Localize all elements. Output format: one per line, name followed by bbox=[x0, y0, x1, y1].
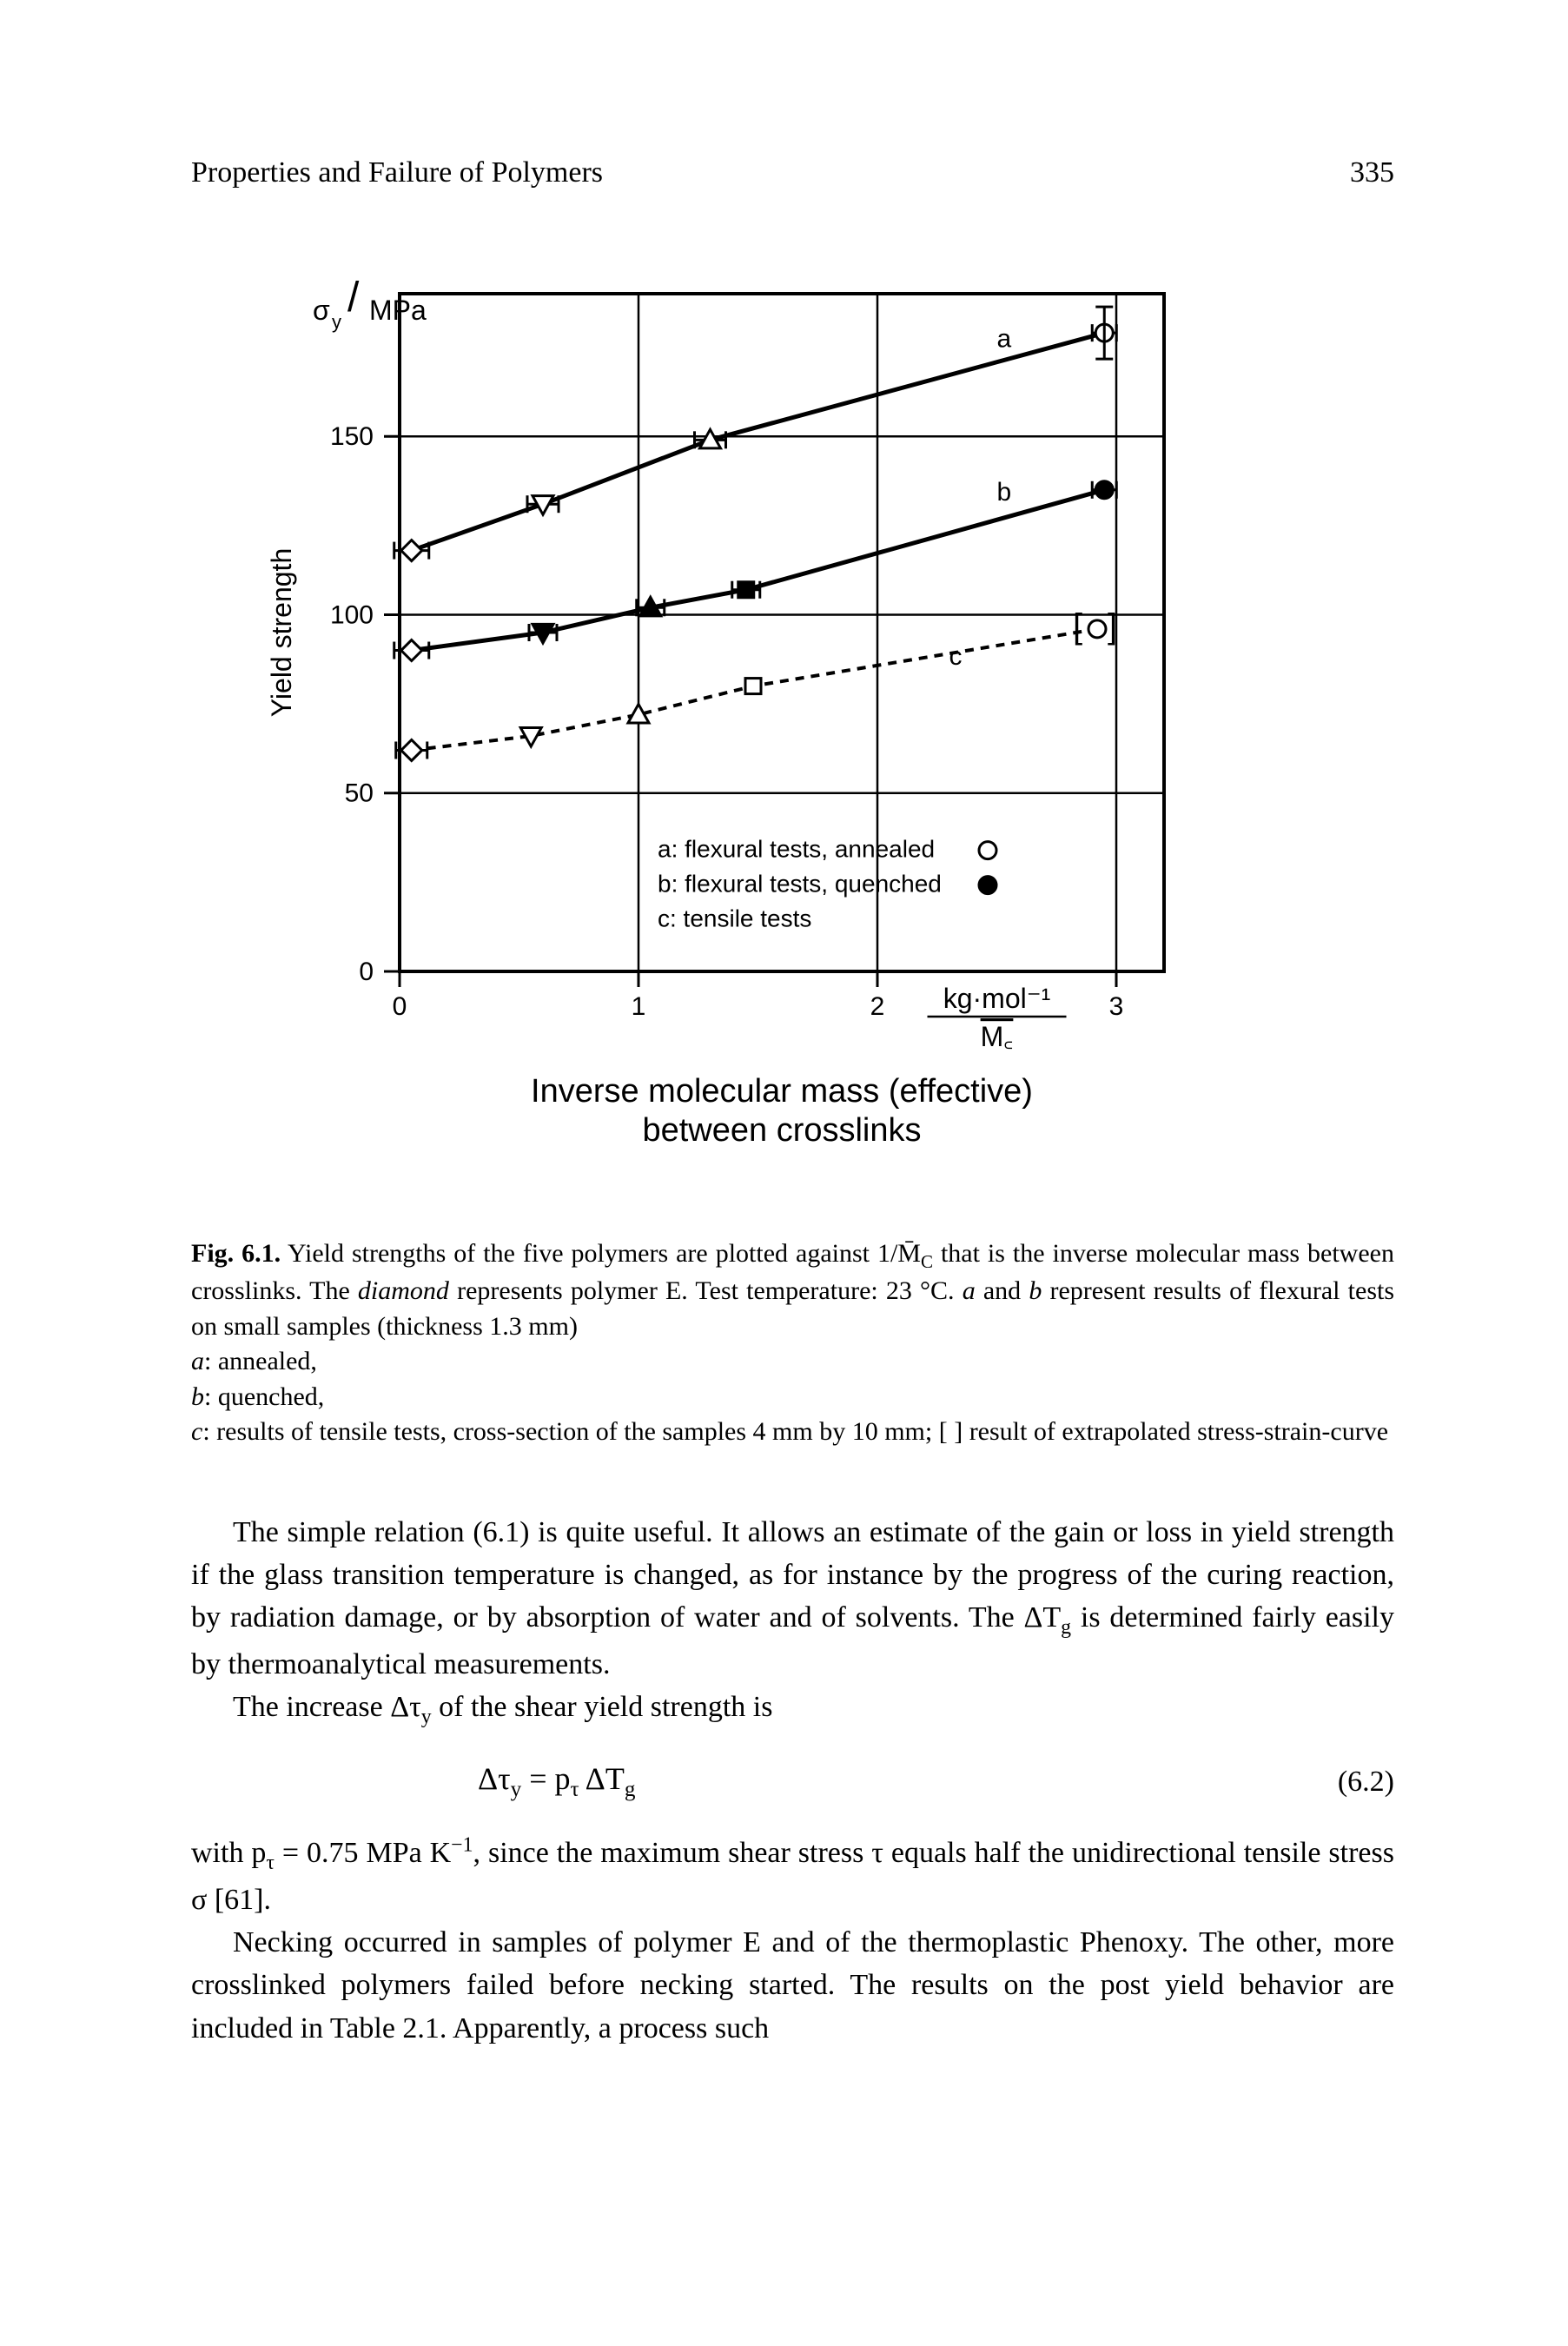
paragraph-1: The simple relation (6.1) is quite usefu… bbox=[191, 1511, 1394, 1686]
svg-text:/: / bbox=[347, 275, 360, 321]
svg-text:3: 3 bbox=[1109, 992, 1124, 1021]
page-header: Properties and Failure of Polymers 335 bbox=[191, 156, 1394, 189]
svg-text:150: 150 bbox=[330, 422, 374, 451]
svg-text:50: 50 bbox=[345, 779, 374, 808]
svg-text:Inverse molecular mass (effect: Inverse molecular mass (effective) bbox=[531, 1073, 1033, 1110]
running-head: Properties and Failure of Polymers bbox=[191, 156, 603, 189]
svg-text:MPa: MPa bbox=[369, 295, 427, 326]
svg-text:Yield strength: Yield strength bbox=[266, 548, 297, 717]
svg-text:y: y bbox=[332, 311, 341, 333]
page-number: 335 bbox=[1350, 156, 1394, 189]
paragraph-3: with pτ = 0.75 MPa K−1, since the maximu… bbox=[191, 1831, 1394, 1921]
svg-text:b: flexural tests, quenched: b: flexural tests, quenched bbox=[658, 871, 942, 898]
svg-text:M꜀: M꜀ bbox=[981, 1021, 1014, 1052]
svg-text:b: b bbox=[997, 478, 1012, 507]
body-text: The simple relation (6.1) is quite usefu… bbox=[191, 1511, 1394, 2050]
svg-text:σ: σ bbox=[313, 295, 330, 326]
equation-6-2: Δτy = pτ ΔTg (6.2) bbox=[191, 1756, 1394, 1806]
svg-text:1: 1 bbox=[632, 992, 646, 1021]
svg-text:a: flexural tests, annealed: a: flexural tests, annealed bbox=[658, 836, 935, 863]
equation-number: (6.2) bbox=[1338, 1760, 1394, 1803]
svg-text:kg·mol⁻¹: kg·mol⁻¹ bbox=[943, 983, 1051, 1014]
paragraph-2: The increase Δτy of the shear yield stre… bbox=[191, 1686, 1394, 1732]
svg-text:100: 100 bbox=[330, 600, 374, 629]
figure-label: Fig. 6.1. bbox=[191, 1239, 281, 1268]
svg-text:c: tensile tests: c: tensile tests bbox=[658, 905, 811, 932]
equation-body: Δτy = pτ ΔTg bbox=[191, 1756, 1338, 1806]
svg-text:2: 2 bbox=[870, 992, 885, 1021]
yield-strength-chart: 0 50 100 150 0 1 2 3 σy / MPa Yield strength kg·mol⁻… bbox=[243, 259, 1394, 1202]
svg-text:0: 0 bbox=[393, 992, 407, 1021]
svg-text:]: ] bbox=[1108, 607, 1117, 646]
svg-text:0: 0 bbox=[359, 958, 374, 986]
svg-text:[: [ bbox=[1073, 607, 1082, 646]
svg-text:a: a bbox=[997, 325, 1012, 354]
svg-text:c: c bbox=[949, 642, 963, 671]
figure-caption: Fig. 6.1. Yield strengths of the five po… bbox=[191, 1236, 1394, 1450]
svg-text:between crosslinks: between crosslinks bbox=[642, 1112, 921, 1149]
paragraph-4: Necking occurred in samples of polymer E… bbox=[191, 1921, 1394, 2050]
